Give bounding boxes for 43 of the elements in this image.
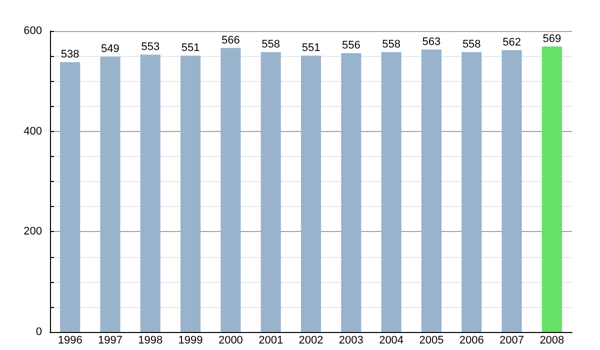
x-tick-label: 1998 xyxy=(138,334,163,346)
data-label: 558 xyxy=(462,38,481,51)
data-label: 553 xyxy=(141,41,160,54)
x-tick-label: 2000 xyxy=(218,334,243,346)
data-label: 569 xyxy=(542,33,562,46)
data-label: 566 xyxy=(222,34,240,47)
x-tick-label: 2005 xyxy=(419,334,444,346)
y-tick-label: 400 xyxy=(24,125,42,138)
bar xyxy=(381,52,402,332)
x-tick-label: 2004 xyxy=(379,334,404,346)
bar xyxy=(100,56,120,332)
data-label: 563 xyxy=(422,36,441,48)
bar xyxy=(260,52,281,332)
bar xyxy=(300,56,322,332)
data-label: 562 xyxy=(502,36,521,49)
x-tick-label: 2006 xyxy=(459,334,484,346)
bar xyxy=(341,53,362,332)
bar xyxy=(421,50,442,332)
x-tick-label: 1997 xyxy=(98,334,122,346)
x-tick-label: 2008 xyxy=(540,334,564,346)
x-tick-label: 2001 xyxy=(258,334,284,346)
x-tick-label: 2002 xyxy=(298,334,324,346)
data-label: 538 xyxy=(60,48,80,61)
bar xyxy=(220,48,241,332)
bar xyxy=(542,46,562,332)
bar xyxy=(502,50,522,332)
y-tick-label: 200 xyxy=(24,226,42,238)
data-label: 558 xyxy=(382,38,400,51)
y-tick-label: 600 xyxy=(24,25,42,37)
bar xyxy=(180,56,201,332)
data-label: 549 xyxy=(101,43,120,56)
bar xyxy=(140,54,160,332)
x-tick-label: 1996 xyxy=(58,334,82,346)
x-tick-label: 2003 xyxy=(338,334,364,346)
x-tick-label: 1999 xyxy=(178,334,203,346)
data-label: 556 xyxy=(342,40,360,52)
data-label: 551 xyxy=(302,42,320,54)
data-label: 551 xyxy=(181,42,200,54)
bar xyxy=(60,62,80,332)
x-tick-label: 2007 xyxy=(500,334,524,346)
y-tick-label: 0 xyxy=(36,326,42,338)
data-label: 558 xyxy=(262,38,280,51)
bar xyxy=(462,52,482,332)
